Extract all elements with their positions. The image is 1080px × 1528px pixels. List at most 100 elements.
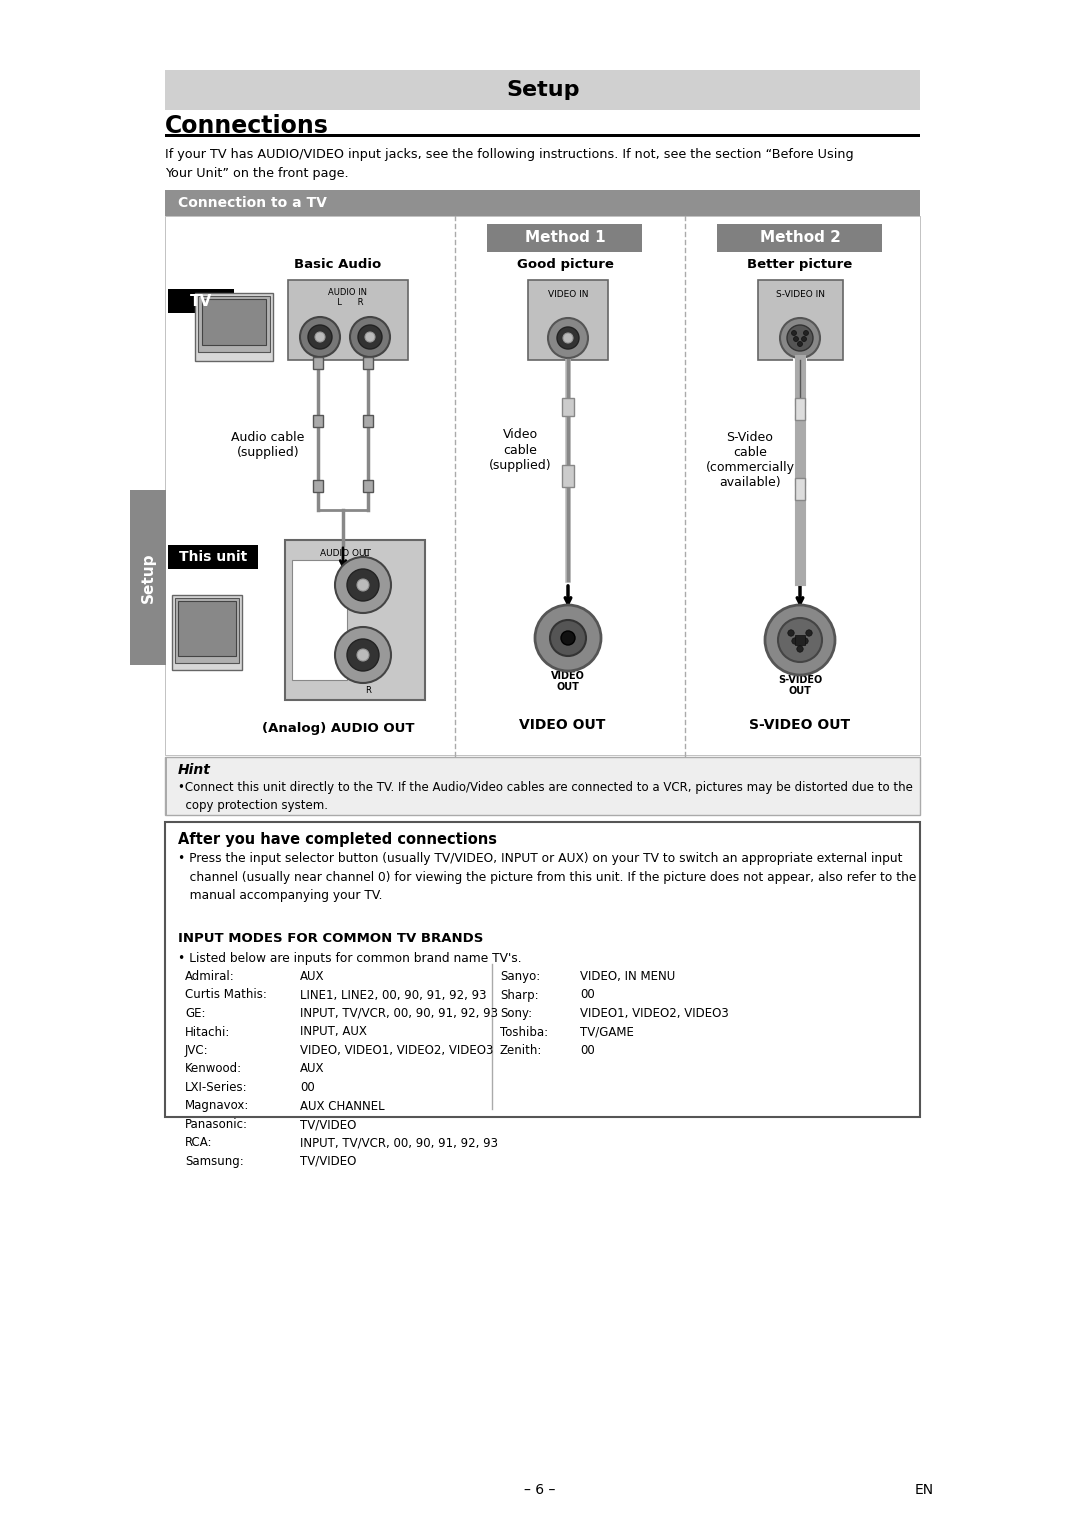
Text: Basic Audio: Basic Audio bbox=[295, 258, 381, 270]
Text: 00: 00 bbox=[580, 1044, 595, 1057]
Bar bbox=[168, 545, 258, 568]
Text: TV/VIDEO: TV/VIDEO bbox=[300, 1118, 356, 1131]
Text: Connection to a TV: Connection to a TV bbox=[178, 196, 327, 209]
Polygon shape bbox=[269, 286, 295, 370]
Circle shape bbox=[797, 341, 802, 347]
Text: S-VIDEO IN: S-VIDEO IN bbox=[775, 290, 824, 299]
Text: Curtis Mathis:: Curtis Mathis: bbox=[185, 989, 267, 1001]
Text: Sanyo:: Sanyo: bbox=[500, 970, 540, 983]
Bar bbox=[175, 597, 239, 663]
Circle shape bbox=[357, 579, 369, 591]
Circle shape bbox=[787, 630, 794, 636]
Circle shape bbox=[778, 617, 822, 662]
Circle shape bbox=[347, 568, 379, 601]
Text: Sharp:: Sharp: bbox=[500, 989, 539, 1001]
Bar bbox=[562, 465, 573, 487]
Bar bbox=[717, 225, 882, 252]
Circle shape bbox=[335, 558, 391, 613]
Circle shape bbox=[792, 637, 798, 645]
Text: Setup: Setup bbox=[140, 553, 156, 604]
Bar bbox=[363, 480, 373, 492]
Text: TV/VIDEO: TV/VIDEO bbox=[300, 1155, 356, 1167]
Circle shape bbox=[357, 649, 369, 662]
Text: VIDEO OUT: VIDEO OUT bbox=[518, 718, 605, 732]
Bar bbox=[288, 280, 408, 361]
Text: AUX: AUX bbox=[300, 970, 324, 983]
Text: JVC:: JVC: bbox=[185, 1044, 208, 1057]
Text: TV: TV bbox=[190, 293, 212, 309]
Bar bbox=[795, 397, 805, 420]
Circle shape bbox=[801, 637, 808, 645]
Text: 00: 00 bbox=[300, 1080, 314, 1094]
Text: AUDIO OUT: AUDIO OUT bbox=[320, 549, 370, 558]
Text: Toshiba:: Toshiba: bbox=[500, 1025, 549, 1039]
Text: R: R bbox=[365, 686, 370, 695]
Bar bbox=[168, 289, 234, 313]
Text: Good picture: Good picture bbox=[516, 258, 613, 270]
Circle shape bbox=[347, 639, 379, 671]
Text: Better picture: Better picture bbox=[747, 258, 852, 270]
Text: Audio cable
(supplied): Audio cable (supplied) bbox=[231, 431, 305, 458]
Text: Panasonic:: Panasonic: bbox=[185, 1118, 248, 1131]
Text: TV/GAME: TV/GAME bbox=[580, 1025, 634, 1039]
Circle shape bbox=[780, 318, 820, 358]
Text: OUT: OUT bbox=[556, 681, 580, 692]
Circle shape bbox=[806, 630, 812, 636]
Text: Hint: Hint bbox=[178, 762, 211, 778]
Text: S-VIDEO OUT: S-VIDEO OUT bbox=[750, 718, 851, 732]
Text: • Press the input selector button (usually TV/VIDEO, INPUT or AUX) on your TV to: • Press the input selector button (usual… bbox=[178, 853, 916, 902]
Text: Hitachi:: Hitachi: bbox=[185, 1025, 230, 1039]
Polygon shape bbox=[240, 545, 288, 700]
Text: This unit: This unit bbox=[179, 550, 247, 564]
Text: AUX: AUX bbox=[300, 1062, 324, 1076]
Circle shape bbox=[557, 327, 579, 348]
Circle shape bbox=[801, 336, 807, 341]
Bar bbox=[313, 416, 323, 426]
Circle shape bbox=[550, 620, 586, 656]
Circle shape bbox=[797, 646, 804, 652]
Text: Magnavox:: Magnavox: bbox=[185, 1100, 249, 1112]
Bar bbox=[165, 822, 920, 1117]
Bar bbox=[528, 280, 608, 361]
Circle shape bbox=[365, 332, 375, 342]
Bar bbox=[363, 358, 373, 368]
Circle shape bbox=[794, 336, 798, 341]
Text: Admiral:: Admiral: bbox=[185, 970, 234, 983]
Circle shape bbox=[315, 332, 325, 342]
Text: EN: EN bbox=[915, 1484, 934, 1497]
Circle shape bbox=[335, 626, 391, 683]
Text: INPUT, AUX: INPUT, AUX bbox=[300, 1025, 367, 1039]
Text: Method 2: Method 2 bbox=[759, 231, 840, 246]
Text: Sony:: Sony: bbox=[500, 1007, 532, 1021]
Text: If your TV has AUDIO/VIDEO input jacks, see the following instructions. If not, : If your TV has AUDIO/VIDEO input jacks, … bbox=[165, 148, 853, 179]
Text: AUX CHANNEL: AUX CHANNEL bbox=[300, 1100, 384, 1112]
Circle shape bbox=[548, 318, 588, 358]
Text: Kenwood:: Kenwood: bbox=[185, 1062, 242, 1076]
Text: S-Video
cable
(commercially
available): S-Video cable (commercially available) bbox=[705, 431, 795, 489]
Circle shape bbox=[561, 631, 575, 645]
Bar bbox=[172, 594, 242, 669]
Bar bbox=[363, 416, 373, 426]
Bar bbox=[795, 478, 805, 500]
Text: AUDIO IN
  L      R: AUDIO IN L R bbox=[328, 287, 367, 307]
Text: VIDEO: VIDEO bbox=[551, 671, 585, 681]
Text: L: L bbox=[363, 549, 367, 558]
Bar bbox=[758, 280, 843, 361]
Text: After you have completed connections: After you have completed connections bbox=[178, 833, 497, 847]
Circle shape bbox=[787, 325, 813, 351]
Text: •Connect this unit directly to the TV. If the Audio/Video cables are connected t: •Connect this unit directly to the TV. I… bbox=[178, 781, 913, 811]
Circle shape bbox=[300, 316, 340, 358]
Text: Setup: Setup bbox=[507, 79, 580, 99]
Text: Connections: Connections bbox=[165, 115, 329, 138]
Text: 00: 00 bbox=[580, 989, 595, 1001]
Text: • Listed below are inputs for common brand name TV's.: • Listed below are inputs for common bra… bbox=[178, 952, 522, 966]
Bar bbox=[165, 756, 167, 814]
Bar bbox=[178, 601, 237, 656]
Bar bbox=[165, 756, 920, 814]
Text: INPUT, TV/VCR, 00, 90, 91, 92, 93: INPUT, TV/VCR, 00, 90, 91, 92, 93 bbox=[300, 1007, 498, 1021]
Text: VIDEO, VIDEO1, VIDEO2, VIDEO3: VIDEO, VIDEO1, VIDEO2, VIDEO3 bbox=[300, 1044, 494, 1057]
Circle shape bbox=[535, 605, 600, 671]
Text: VIDEO IN: VIDEO IN bbox=[548, 290, 589, 299]
Text: – 6 –: – 6 – bbox=[524, 1484, 556, 1497]
Text: Method 1: Method 1 bbox=[525, 231, 605, 246]
